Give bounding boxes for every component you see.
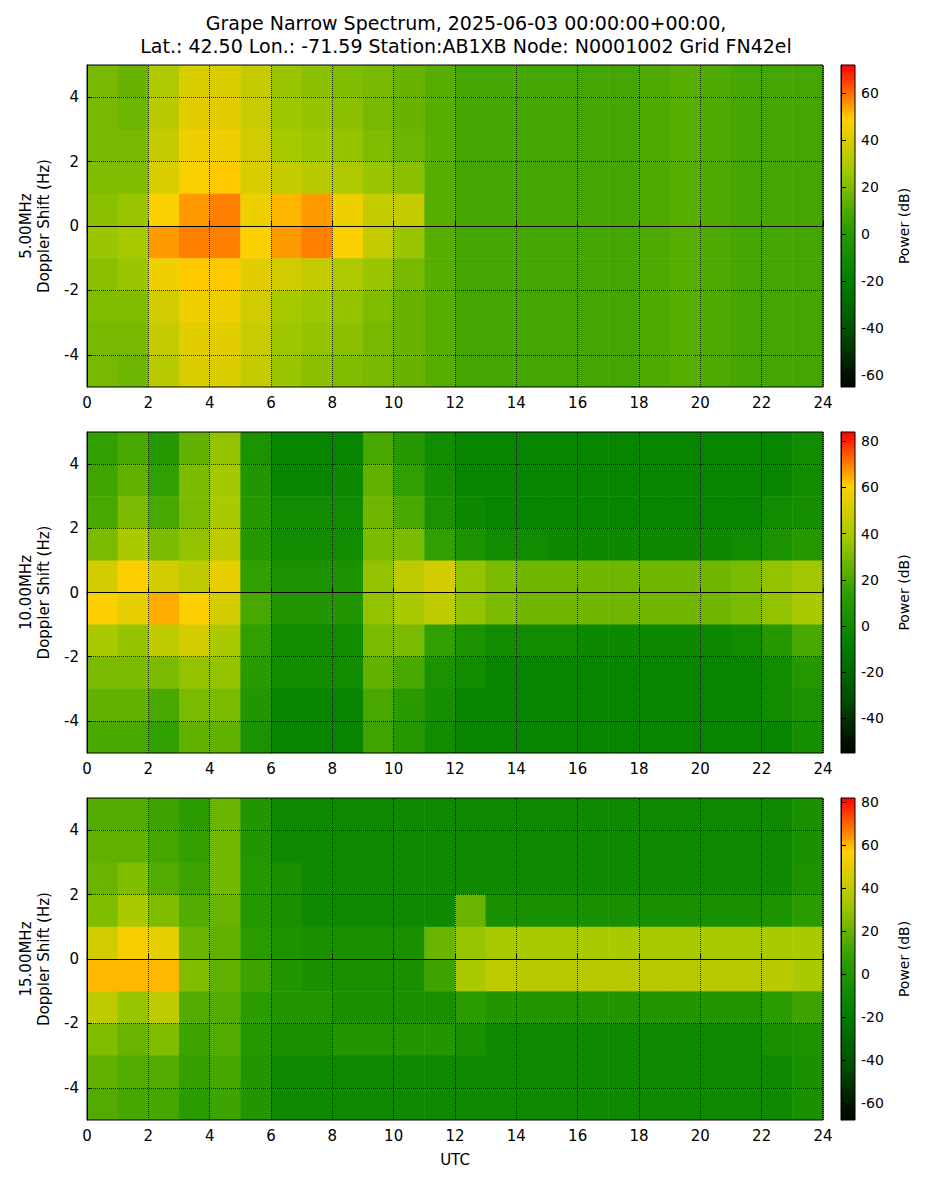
svg-text:14: 14 (507, 394, 526, 412)
svg-text:-40: -40 (861, 320, 884, 336)
svg-text:12: 12 (445, 760, 464, 778)
svg-text:0: 0 (82, 760, 92, 778)
svg-text:Power (dB): Power (dB) (896, 554, 912, 630)
svg-text:20: 20 (861, 572, 879, 588)
svg-text:4: 4 (69, 88, 79, 106)
svg-text:-20: -20 (861, 273, 884, 289)
svg-text:20: 20 (691, 760, 710, 778)
svg-text:4: 4 (69, 821, 79, 839)
svg-text:2: 2 (144, 1127, 154, 1145)
svg-text:Lat.: 42.50 Lon.: -71.59 Stati: Lat.: 42.50 Lon.: -71.59 Station:AB1XB N… (140, 35, 792, 57)
svg-text:60: 60 (861, 837, 879, 853)
svg-text:18: 18 (629, 394, 648, 412)
svg-text:15.00MHz: 15.00MHz (17, 921, 35, 996)
svg-text:-20: -20 (861, 664, 884, 680)
svg-text:2: 2 (144, 394, 154, 412)
svg-text:Power (dB): Power (dB) (896, 188, 912, 264)
svg-text:0: 0 (69, 950, 79, 968)
svg-text:-2: -2 (64, 1014, 79, 1032)
svg-text:Doppler Shift (Hz): Doppler Shift (Hz) (35, 159, 53, 293)
svg-text:12: 12 (445, 1127, 464, 1145)
svg-text:24: 24 (813, 1127, 832, 1145)
svg-text:0: 0 (82, 394, 92, 412)
svg-text:60: 60 (861, 479, 879, 495)
svg-text:4: 4 (205, 394, 215, 412)
svg-text:2: 2 (69, 519, 79, 537)
svg-text:-60: -60 (861, 1095, 884, 1111)
svg-text:4: 4 (69, 455, 79, 473)
svg-text:60: 60 (861, 85, 879, 101)
svg-text:-4: -4 (64, 346, 79, 364)
svg-text:40: 40 (861, 526, 879, 542)
svg-text:40: 40 (861, 880, 879, 896)
svg-text:2: 2 (69, 153, 79, 171)
svg-text:2: 2 (69, 886, 79, 904)
svg-text:20: 20 (861, 923, 879, 939)
svg-text:10.00MHz: 10.00MHz (17, 555, 35, 630)
svg-text:8: 8 (328, 1127, 338, 1145)
svg-text:-2: -2 (64, 281, 79, 299)
svg-text:20: 20 (861, 179, 879, 195)
svg-text:20: 20 (691, 394, 710, 412)
svg-text:8: 8 (328, 760, 338, 778)
svg-text:-4: -4 (64, 712, 79, 730)
svg-text:14: 14 (507, 1127, 526, 1145)
svg-text:12: 12 (445, 394, 464, 412)
svg-text:80: 80 (861, 794, 879, 810)
svg-text:6: 6 (266, 1127, 276, 1145)
svg-text:Doppler Shift (Hz): Doppler Shift (Hz) (35, 526, 53, 660)
svg-text:10: 10 (384, 394, 403, 412)
svg-text:24: 24 (813, 394, 832, 412)
svg-text:16: 16 (568, 760, 587, 778)
svg-text:-40: -40 (861, 710, 884, 726)
svg-text:-40: -40 (861, 1052, 884, 1068)
svg-text:UTC: UTC (440, 1151, 470, 1169)
svg-text:16: 16 (568, 1127, 587, 1145)
svg-text:0: 0 (861, 226, 870, 242)
svg-text:-2: -2 (64, 648, 79, 666)
svg-text:Grape Narrow Spectrum, 2025-06: Grape Narrow Spectrum, 2025-06-03 00:00:… (206, 12, 727, 34)
svg-text:Power (dB): Power (dB) (896, 921, 912, 997)
svg-text:5.00MHz: 5.00MHz (17, 193, 35, 259)
svg-text:16: 16 (568, 394, 587, 412)
svg-text:20: 20 (691, 1127, 710, 1145)
svg-text:22: 22 (752, 1127, 771, 1145)
svg-text:18: 18 (629, 1127, 648, 1145)
svg-text:0: 0 (69, 584, 79, 602)
svg-text:80: 80 (861, 433, 879, 449)
svg-text:6: 6 (266, 394, 276, 412)
svg-text:10: 10 (384, 760, 403, 778)
svg-text:-4: -4 (64, 1079, 79, 1097)
svg-text:0: 0 (861, 618, 870, 634)
svg-text:22: 22 (752, 760, 771, 778)
svg-text:0: 0 (82, 1127, 92, 1145)
svg-text:Doppler Shift (Hz): Doppler Shift (Hz) (35, 892, 53, 1026)
svg-text:0: 0 (69, 217, 79, 235)
svg-text:4: 4 (205, 1127, 215, 1145)
svg-text:4: 4 (205, 760, 215, 778)
svg-text:6: 6 (266, 760, 276, 778)
svg-text:40: 40 (861, 132, 879, 148)
svg-text:2: 2 (144, 760, 154, 778)
svg-text:22: 22 (752, 394, 771, 412)
svg-text:-20: -20 (861, 1009, 884, 1025)
svg-text:10: 10 (384, 1127, 403, 1145)
svg-text:24: 24 (813, 760, 832, 778)
svg-text:0: 0 (861, 966, 870, 982)
svg-text:8: 8 (328, 394, 338, 412)
svg-text:-60: -60 (861, 367, 884, 383)
svg-text:14: 14 (507, 760, 526, 778)
svg-text:18: 18 (629, 760, 648, 778)
